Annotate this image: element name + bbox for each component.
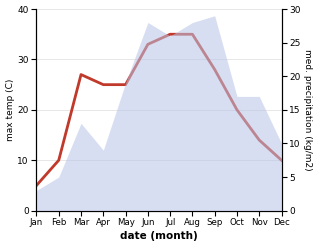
Y-axis label: med. precipitation (kg/m2): med. precipitation (kg/m2) [303, 49, 313, 171]
X-axis label: date (month): date (month) [120, 231, 198, 242]
Y-axis label: max temp (C): max temp (C) [5, 79, 15, 141]
